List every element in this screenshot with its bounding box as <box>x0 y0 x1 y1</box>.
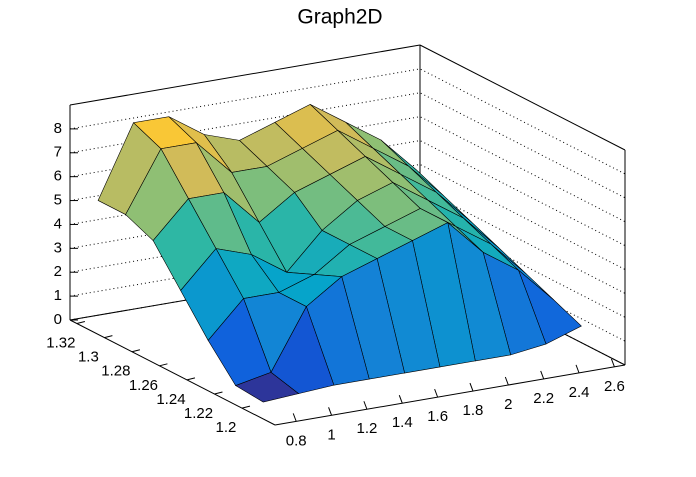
y-tick <box>214 391 223 395</box>
z-tick-label: 3 <box>54 239 62 256</box>
z-tick-label: 6 <box>54 168 62 185</box>
y-tick <box>159 363 168 367</box>
z-tick-label: 0 <box>54 311 62 328</box>
x-tick <box>398 395 403 404</box>
y-tick-label: 1.28 <box>101 363 130 380</box>
x-tick <box>610 358 615 367</box>
z-tick-label: 1 <box>54 287 62 304</box>
x-tick <box>469 382 474 392</box>
frame-edge <box>69 44 421 106</box>
x-tick <box>328 407 333 416</box>
grid-line <box>69 140 626 247</box>
y-tick <box>186 377 196 381</box>
x-tick-label: 0.8 <box>286 432 307 449</box>
grid-line <box>69 68 626 175</box>
chart-title: Graph2D <box>297 6 382 29</box>
x-tick <box>575 364 580 374</box>
x-tick-label: 1.8 <box>463 402 484 419</box>
x-tick <box>504 376 509 386</box>
z-tick-label: 8 <box>54 120 62 137</box>
x-tick <box>292 413 297 422</box>
y-tick-label: 1.26 <box>129 377 158 394</box>
x-tick <box>540 370 545 380</box>
grid-line <box>69 92 626 199</box>
x-tick <box>434 388 439 398</box>
y-tick-label: 1.24 <box>156 391 185 408</box>
x-tick-label: 2.6 <box>604 378 625 395</box>
z-tick-label: 5 <box>54 192 62 209</box>
z-tick-label: 7 <box>54 144 62 161</box>
y-tick-label: 1.2 <box>216 419 237 436</box>
y-axis <box>69 319 276 426</box>
grid-line <box>69 163 626 270</box>
y-tick-label: 1.32 <box>46 334 75 351</box>
x-axis <box>274 364 626 426</box>
grid-line <box>69 187 626 294</box>
y-tick <box>104 335 113 339</box>
surface-cell <box>234 372 300 403</box>
z-tick-label: 2 <box>54 263 62 280</box>
y-tick-label: 1.22 <box>184 405 213 422</box>
x-tick-label: 1.2 <box>356 420 377 437</box>
x-tick-label: 2.2 <box>533 390 554 407</box>
y-tick <box>131 349 141 353</box>
y-tick <box>241 405 251 409</box>
x-tick-label: 1.6 <box>427 408 448 425</box>
frame-edge <box>419 44 626 151</box>
z-tick-label: 4 <box>54 215 62 232</box>
grid-line <box>69 211 626 318</box>
x-tick-label: 1.4 <box>392 414 413 431</box>
y-tick-label: 1.3 <box>78 349 99 366</box>
x-tick-label: 1 <box>327 426 335 443</box>
x-tick <box>363 401 368 410</box>
grid-line <box>69 116 626 223</box>
x-tick-label: 2.4 <box>569 384 590 401</box>
x-tick-label: 2 <box>504 396 512 413</box>
y-tick <box>76 321 86 325</box>
